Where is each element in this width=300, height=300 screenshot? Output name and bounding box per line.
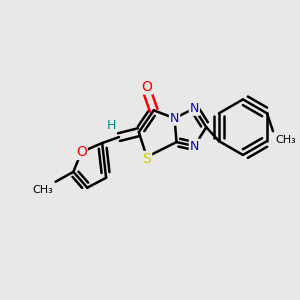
Text: CH₃: CH₃ [275,135,296,145]
Text: O: O [76,145,87,159]
Text: N: N [190,102,199,115]
Text: N: N [170,112,179,125]
Text: O: O [141,80,152,94]
Text: N: N [190,140,199,152]
Text: CH₃: CH₃ [33,185,54,195]
Text: S: S [142,152,151,166]
Text: H: H [106,119,116,132]
